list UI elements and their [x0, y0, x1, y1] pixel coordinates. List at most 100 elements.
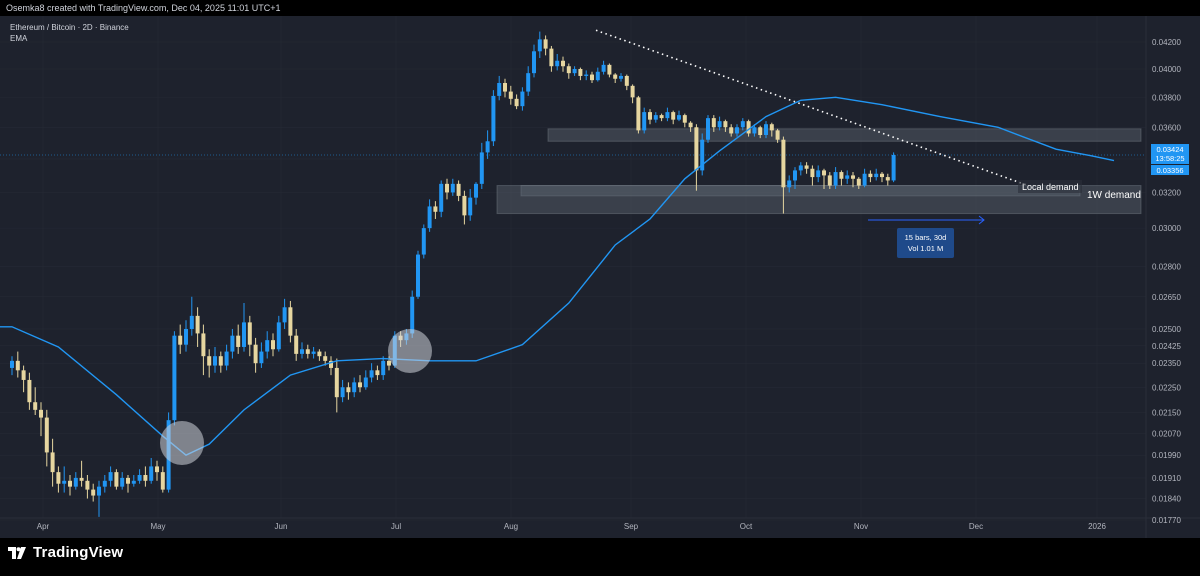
- candle: [856, 177, 861, 189]
- candle: [491, 90, 496, 147]
- candle: [172, 331, 177, 426]
- zone-resistance[interactable]: [547, 128, 1142, 142]
- candle: [33, 387, 38, 415]
- candle: [416, 250, 420, 299]
- candlestick-chart[interactable]: Local demand 1W demand 15 bars, 30d Vol …: [0, 16, 1200, 538]
- candle: [247, 315, 252, 357]
- candle: [317, 349, 322, 361]
- candle: [880, 172, 884, 183]
- descending-trendline[interactable]: [595, 29, 1029, 187]
- candle: [213, 346, 217, 373]
- candle: [566, 63, 571, 79]
- weekly-demand-label: 1W demand: [1087, 190, 1141, 201]
- candle: [300, 342, 304, 359]
- candle: [155, 460, 159, 481]
- candle: [56, 466, 61, 493]
- time-tick: Apr: [37, 522, 50, 531]
- candle: [369, 363, 374, 383]
- candle: [711, 115, 716, 132]
- candle: [746, 119, 751, 137]
- price-tick: 0.02425: [1152, 342, 1181, 351]
- candle: [91, 483, 96, 502]
- candle: [126, 475, 130, 493]
- countdown-text: 13:58:25: [1155, 154, 1184, 163]
- candle: [346, 382, 351, 400]
- candle: [764, 121, 768, 139]
- candle: [787, 175, 792, 193]
- price-tick: 0.03600: [1152, 123, 1181, 132]
- candle: [189, 296, 194, 336]
- candles: [10, 31, 896, 517]
- candle: [114, 469, 119, 490]
- candle: [207, 349, 212, 378]
- candle: [160, 466, 165, 493]
- candle: [798, 162, 803, 176]
- candle: [311, 346, 316, 359]
- candle: [607, 63, 612, 78]
- tradingview-logo[interactable]: TradingView: [8, 544, 123, 561]
- candle: [601, 60, 606, 75]
- candle: [885, 173, 890, 186]
- measure-label-box: [897, 228, 954, 258]
- price-axis[interactable]: 0.042000.040000.038000.036000.034000.032…: [1152, 38, 1181, 525]
- candle: [874, 168, 879, 181]
- candle: [485, 130, 490, 159]
- screenshot-caption-bar: Osemka8 created with TradingView.com, De…: [0, 0, 1200, 16]
- candle: [265, 331, 270, 359]
- price-tick: 0.02070: [1152, 429, 1181, 438]
- last-price-badge: 0.03424 13:58:25: [1151, 144, 1189, 164]
- candle: [816, 165, 821, 183]
- price-tick: 0.03000: [1152, 224, 1181, 233]
- measure-tool[interactable]: 15 bars, 30d Vol 1.01 M: [868, 215, 985, 258]
- chart-area[interactable]: Local demand 1W demand 15 bars, 30d Vol …: [0, 16, 1200, 538]
- ema-line: [0, 96, 1115, 457]
- candle: [543, 35, 548, 56]
- time-tick: Aug: [504, 522, 518, 531]
- candle: [659, 113, 664, 122]
- candle: [636, 95, 641, 134]
- candle: [271, 333, 275, 357]
- price-tick: 0.02250: [1152, 383, 1181, 392]
- candle: [421, 224, 426, 259]
- candle: [595, 67, 600, 82]
- candle: [137, 469, 142, 484]
- symbol-title: Ethereum / Bitcoin · 2D · Binance: [10, 23, 129, 32]
- time-axis[interactable]: Apr May Jun Jul Aug Sep Oct Nov Dec 2026: [37, 522, 1107, 531]
- ema-value-text: 0.03356: [1156, 166, 1183, 175]
- candle: [50, 438, 55, 487]
- highlight-circle-july[interactable]: [388, 329, 432, 373]
- candle: [259, 342, 264, 368]
- candle: [10, 356, 14, 376]
- time-tick: Nov: [854, 522, 868, 531]
- price-tick: 0.01990: [1152, 451, 1181, 460]
- candle: [514, 94, 519, 110]
- candle: [839, 170, 844, 186]
- candle: [624, 74, 629, 91]
- candle: [723, 119, 728, 132]
- indicator-label: EMA: [10, 34, 28, 43]
- candle: [822, 168, 826, 189]
- candle: [305, 344, 310, 359]
- tradingview-logo-icon: [8, 546, 26, 559]
- highlight-circle-may[interactable]: [160, 421, 204, 465]
- candle: [833, 167, 838, 189]
- candle: [665, 107, 670, 122]
- candle: [62, 466, 67, 493]
- candle: [682, 113, 687, 128]
- candle: [276, 315, 281, 352]
- candle: [85, 475, 90, 499]
- candle: [79, 460, 84, 487]
- price-tick: 0.03800: [1152, 93, 1181, 102]
- candle: [735, 124, 739, 137]
- candle: [503, 78, 507, 98]
- time-tick: May: [150, 522, 165, 531]
- candle: [427, 199, 432, 232]
- candle: [242, 303, 246, 352]
- candle: [433, 201, 438, 219]
- candle: [630, 84, 635, 104]
- candle: [688, 121, 693, 132]
- candle: [572, 66, 577, 76]
- candle: [195, 307, 200, 347]
- time-tick: Jul: [391, 522, 401, 531]
- candle: [561, 56, 565, 72]
